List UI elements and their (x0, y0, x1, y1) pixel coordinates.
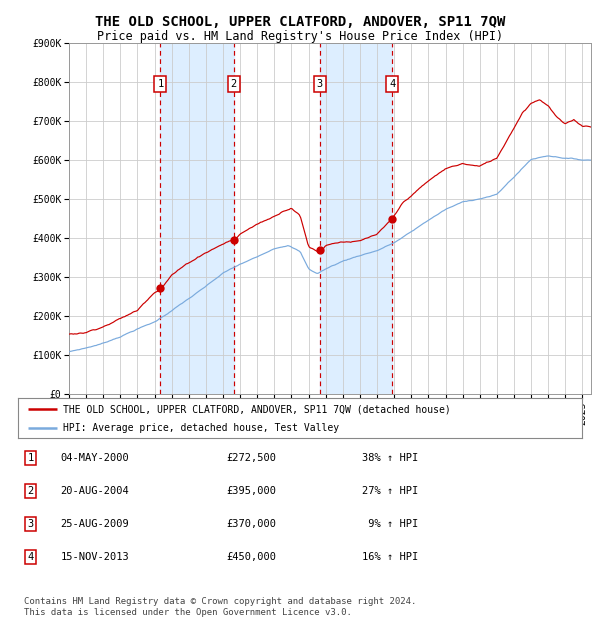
Text: 38% ↑ HPI: 38% ↑ HPI (362, 453, 418, 463)
Text: Contains HM Land Registry data © Crown copyright and database right 2024.
This d: Contains HM Land Registry data © Crown c… (24, 598, 416, 617)
Text: 4: 4 (27, 552, 34, 562)
Text: 1: 1 (157, 79, 164, 89)
Text: 1: 1 (27, 453, 34, 463)
Text: THE OLD SCHOOL, UPPER CLATFORD, ANDOVER, SP11 7QW: THE OLD SCHOOL, UPPER CLATFORD, ANDOVER,… (95, 16, 505, 30)
Text: Price paid vs. HM Land Registry's House Price Index (HPI): Price paid vs. HM Land Registry's House … (97, 30, 503, 43)
Text: 04-MAY-2000: 04-MAY-2000 (60, 453, 129, 463)
Text: 20-AUG-2004: 20-AUG-2004 (60, 486, 129, 496)
Text: 4: 4 (389, 79, 395, 89)
Text: THE OLD SCHOOL, UPPER CLATFORD, ANDOVER, SP11 7QW (detached house): THE OLD SCHOOL, UPPER CLATFORD, ANDOVER,… (63, 404, 451, 414)
Bar (320, 43, 392, 394)
Text: £370,000: £370,000 (227, 519, 277, 529)
Text: 15-NOV-2013: 15-NOV-2013 (60, 552, 129, 562)
Text: 9% ↑ HPI: 9% ↑ HPI (362, 519, 418, 529)
Text: £395,000: £395,000 (227, 486, 277, 496)
Text: 27% ↑ HPI: 27% ↑ HPI (362, 486, 418, 496)
Text: £272,500: £272,500 (227, 453, 277, 463)
Text: 3: 3 (317, 79, 323, 89)
Text: 2: 2 (230, 79, 237, 89)
Text: HPI: Average price, detached house, Test Valley: HPI: Average price, detached house, Test… (63, 423, 339, 433)
Text: £450,000: £450,000 (227, 552, 277, 562)
Bar (160, 43, 234, 394)
Text: 25-AUG-2009: 25-AUG-2009 (60, 519, 129, 529)
Text: 16% ↑ HPI: 16% ↑ HPI (362, 552, 418, 562)
Text: 3: 3 (27, 519, 34, 529)
Text: 2: 2 (27, 486, 34, 496)
